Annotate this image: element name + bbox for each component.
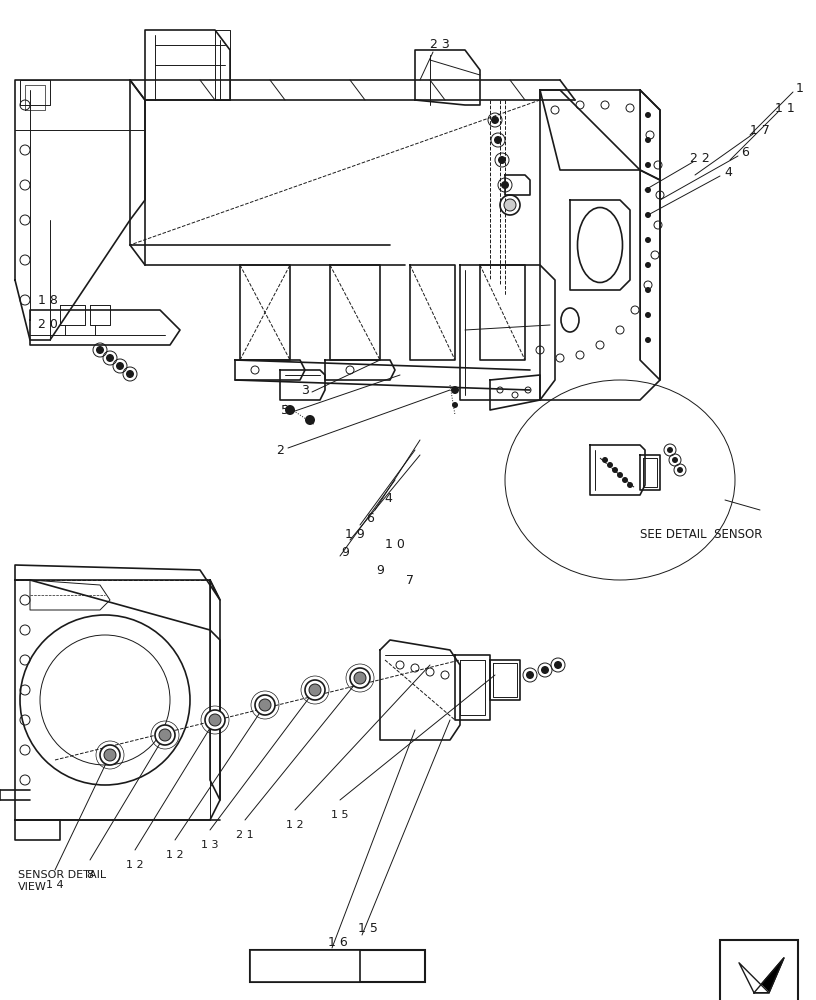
Circle shape (259, 699, 271, 711)
Circle shape (309, 684, 321, 696)
Circle shape (504, 199, 516, 211)
Text: 1 2: 1 2 (126, 860, 144, 870)
Circle shape (305, 415, 315, 425)
Circle shape (104, 749, 116, 761)
Circle shape (159, 729, 171, 741)
Text: 1 5: 1 5 (358, 922, 378, 934)
Text: 4: 4 (384, 491, 392, 504)
Text: 1 4: 1 4 (47, 880, 64, 890)
Circle shape (116, 362, 124, 370)
Bar (250, 950, 425, 982)
Circle shape (645, 262, 651, 268)
Text: 2 0: 2 0 (38, 318, 58, 332)
Circle shape (645, 187, 651, 193)
Text: 1 2: 1 2 (286, 820, 304, 830)
Circle shape (645, 237, 651, 243)
Text: 5: 5 (281, 403, 289, 416)
Circle shape (96, 346, 104, 354)
Circle shape (205, 710, 225, 730)
Circle shape (645, 112, 651, 118)
Text: 1 9: 1 9 (345, 528, 365, 542)
Text: 4: 4 (724, 165, 732, 178)
Text: 1 6: 1 6 (328, 936, 348, 948)
Circle shape (452, 402, 458, 408)
Bar (250, 950, 360, 982)
Circle shape (667, 447, 673, 453)
Text: 8: 8 (86, 870, 94, 880)
Text: 3: 3 (301, 383, 309, 396)
Text: 1 1: 1 1 (775, 102, 795, 114)
Text: 2: 2 (276, 444, 284, 456)
Text: A  [ 0 5 ]: A [ 0 5 ] (364, 960, 422, 972)
Circle shape (494, 136, 502, 144)
Text: 1: 1 (796, 82, 804, 95)
Circle shape (541, 666, 549, 674)
Circle shape (209, 714, 221, 726)
Text: 9: 9 (341, 546, 349, 558)
Text: 1 2: 1 2 (166, 850, 184, 860)
Circle shape (526, 671, 534, 679)
Circle shape (622, 477, 628, 483)
Circle shape (645, 312, 651, 318)
Text: 2 3: 2 3 (430, 38, 450, 51)
Text: 1 3: 1 3 (202, 840, 219, 850)
Text: A . 5 0 .: A . 5 0 . (279, 960, 330, 972)
Circle shape (645, 337, 651, 343)
Text: 1 8: 1 8 (38, 294, 58, 306)
Circle shape (602, 457, 608, 463)
Circle shape (354, 672, 366, 684)
Circle shape (677, 467, 683, 473)
Text: 2 2: 2 2 (690, 151, 710, 164)
Circle shape (612, 467, 618, 473)
Circle shape (155, 725, 175, 745)
Circle shape (126, 370, 134, 378)
Circle shape (617, 472, 623, 478)
Circle shape (645, 137, 651, 143)
Text: 7: 7 (406, 574, 414, 586)
Circle shape (645, 162, 651, 168)
Circle shape (501, 181, 509, 189)
Text: 9: 9 (376, 564, 384, 576)
Text: SENSOR DETAIL
VIEW: SENSOR DETAIL VIEW (18, 870, 106, 892)
Text: 6: 6 (741, 145, 749, 158)
Text: 6: 6 (366, 512, 374, 524)
Circle shape (106, 354, 114, 362)
Bar (720, 940, 798, 1000)
Circle shape (100, 745, 120, 765)
Text: 1 7: 1 7 (750, 123, 770, 136)
Text: SEE DETAIL  SENSOR: SEE DETAIL SENSOR (640, 528, 762, 542)
Circle shape (350, 668, 370, 688)
Polygon shape (739, 963, 769, 993)
Polygon shape (754, 958, 784, 993)
Text: 2 1: 2 1 (236, 830, 254, 840)
Circle shape (627, 482, 633, 488)
Circle shape (498, 156, 506, 164)
Circle shape (285, 405, 295, 415)
Text: 1 5: 1 5 (331, 810, 348, 820)
Circle shape (305, 680, 325, 700)
Circle shape (607, 462, 613, 468)
Circle shape (672, 457, 678, 463)
Circle shape (645, 287, 651, 293)
Circle shape (255, 695, 275, 715)
Circle shape (451, 386, 459, 394)
Circle shape (645, 212, 651, 218)
Text: 1 0: 1 0 (385, 538, 405, 552)
Circle shape (554, 661, 562, 669)
Circle shape (491, 116, 499, 124)
